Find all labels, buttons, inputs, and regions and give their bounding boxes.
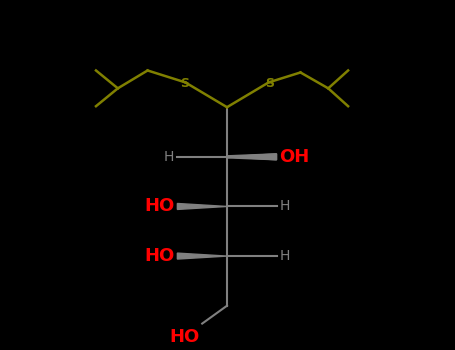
Polygon shape: [227, 156, 277, 160]
Text: HO: HO: [144, 247, 174, 265]
Text: H: H: [280, 249, 290, 263]
Text: S: S: [265, 77, 274, 90]
Polygon shape: [227, 154, 277, 158]
Text: HO: HO: [169, 328, 199, 345]
Polygon shape: [227, 154, 277, 160]
Text: OH: OH: [280, 148, 310, 166]
Text: HO: HO: [144, 197, 174, 216]
Polygon shape: [177, 253, 227, 259]
Text: H: H: [280, 199, 290, 213]
Text: H: H: [164, 150, 174, 164]
Text: S: S: [180, 77, 189, 90]
Polygon shape: [177, 203, 227, 209]
